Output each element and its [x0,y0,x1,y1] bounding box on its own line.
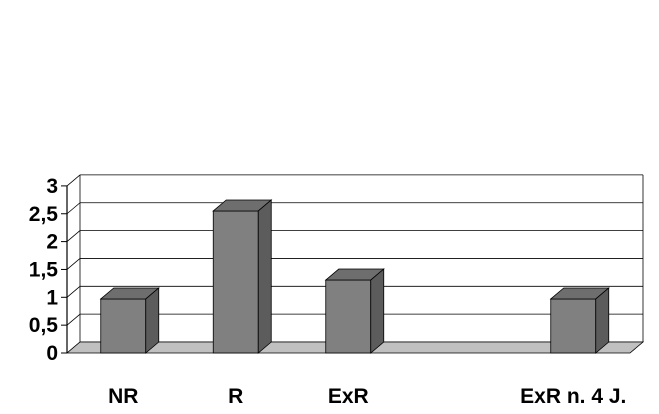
bar-exr-n-4-j- [549,287,610,354]
gridline-connector [66,313,81,326]
y-tick-label: 1,5 [29,258,59,281]
y-tick-label: 2 [46,231,58,254]
y-tick-labels: 0 0,5 1 1,5 2 2,5 3 [29,175,59,365]
bars [99,199,610,354]
y-tick-label: 2,5 [29,203,59,226]
y-axis [61,185,68,354]
gridline-connector [66,285,81,298]
bar-front [550,298,597,354]
y-tick-label: 1 [46,286,58,309]
bar-side [370,268,385,354]
gridline-connector [66,202,81,215]
x-category-label: ExR n. 4 J. [520,385,626,408]
bar-nr [99,287,160,354]
bar-front [325,279,372,354]
y-tick-label: 3 [46,175,58,198]
gridline-connector [66,230,81,242]
bar-r [212,199,273,354]
bar-exr [324,268,385,354]
bar-side [595,287,610,354]
bar-side [257,199,272,354]
y-tick-label: 0,5 [29,314,59,337]
bar-front [212,210,259,354]
bar-side [145,287,160,354]
x-category-label: ExR [328,385,369,408]
gridline-connector [66,258,81,270]
gridline-connector [66,174,81,187]
x-category-label: R [228,385,243,408]
x-category-label: NR [108,385,138,408]
bar-front [100,298,147,354]
x-category-labels: NR R ExR ExR n. 4 J. [108,385,626,408]
y-tick-label: 0 [46,342,58,365]
